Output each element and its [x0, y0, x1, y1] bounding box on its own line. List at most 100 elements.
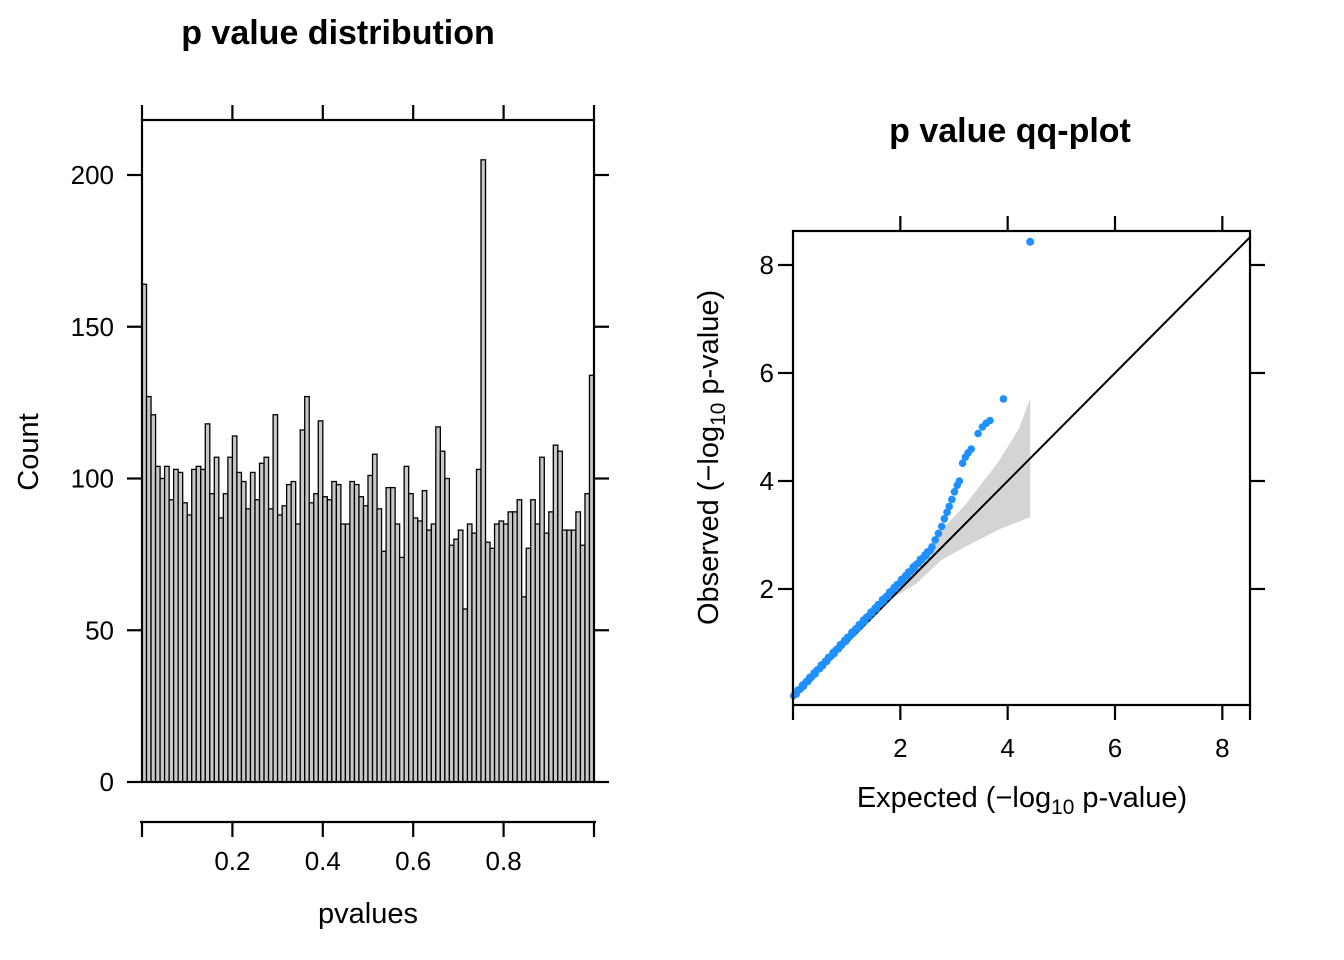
histogram-bar	[412, 517, 419, 783]
histogram-bar	[145, 395, 152, 783]
qq-xaxis-title-rest: p-value)	[1074, 782, 1188, 814]
histogram-bar	[475, 468, 482, 783]
histogram-bar	[349, 480, 356, 783]
histogram-bar	[326, 499, 333, 783]
histogram-bar	[493, 523, 500, 783]
histogram-bar	[240, 480, 247, 783]
histogram-bar	[439, 450, 446, 783]
histogram-ytick-label: 150	[71, 312, 114, 342]
histogram-bar	[534, 523, 541, 783]
histogram-bar	[204, 423, 211, 783]
histogram-xtick-label: 0.4	[305, 846, 341, 876]
histogram-bar	[489, 547, 496, 783]
histogram-bar	[525, 547, 532, 783]
histogram-bar	[191, 468, 197, 783]
histogram-bar	[448, 544, 455, 783]
histogram-bar	[498, 520, 505, 783]
histogram-bar	[430, 523, 437, 783]
histogram-title: p value distribution	[181, 14, 495, 52]
histogram-bar	[236, 471, 243, 783]
histogram-bar	[471, 532, 478, 783]
histogram-bar	[552, 444, 559, 783]
histogram-bar	[484, 541, 491, 783]
histogram-bar	[159, 477, 166, 783]
histogram-bar	[566, 529, 573, 783]
histogram-bar	[285, 483, 292, 783]
histogram-bar	[570, 529, 577, 783]
histogram-bar	[376, 508, 383, 783]
qq-ytick-label: 4	[760, 466, 774, 496]
histogram-bar	[530, 499, 536, 783]
histogram-bar	[385, 486, 392, 783]
qq-point	[948, 495, 956, 504]
histogram-bar	[299, 429, 306, 783]
histogram-bar	[313, 493, 319, 783]
histogram-bar	[272, 414, 279, 783]
qq-point	[958, 459, 967, 468]
histogram-yaxis-title: Count	[13, 413, 45, 491]
histogram-bar	[200, 468, 206, 783]
qq-point	[943, 508, 951, 517]
histogram-ytick-label: 100	[71, 464, 114, 494]
histogram-bar	[521, 596, 527, 783]
histogram-ytick-label: 0	[100, 767, 114, 797]
histogram-bar	[398, 556, 405, 783]
histogram-bar	[209, 493, 215, 783]
histogram-bar	[358, 496, 365, 783]
qq-point	[937, 522, 946, 531]
histogram-bar	[421, 489, 428, 783]
histogram-bar	[168, 499, 175, 783]
histogram-xtick-label: 0.8	[486, 846, 522, 876]
histogram-bar	[380, 550, 387, 783]
histogram-bar	[231, 435, 238, 783]
qq-xtick-label: 2	[893, 733, 907, 763]
histogram-bar	[258, 462, 265, 783]
qq-xaxis-title-sub: 10	[1051, 795, 1075, 819]
histogram-bar	[263, 456, 270, 783]
histogram-bar	[222, 493, 229, 783]
histogram-bar	[344, 523, 351, 783]
histogram-bar	[195, 465, 202, 783]
histogram-bar	[403, 465, 410, 783]
qq-xaxis-title-text: Expected (−log	[856, 782, 1052, 814]
histogram-bar	[426, 529, 432, 783]
histogram-bar	[539, 456, 545, 783]
qq-point	[931, 536, 939, 544]
histogram-bar	[511, 511, 518, 783]
histogram-bar	[276, 514, 283, 783]
histogram-bar	[516, 499, 523, 783]
qq-xtick-label: 6	[1108, 733, 1122, 763]
histogram-bar	[245, 508, 252, 783]
qq-point	[967, 445, 975, 453]
qq-ytick-label: 2	[760, 574, 774, 604]
histogram-bar	[457, 529, 464, 783]
histogram-bar	[561, 529, 568, 783]
histogram-plot-box	[140, 118, 596, 784]
histogram-bar	[340, 523, 347, 783]
histogram-bar	[227, 456, 234, 783]
qq-plot-box	[791, 229, 1252, 707]
qq-ytick-label: 6	[760, 358, 774, 388]
histogram-bar	[408, 493, 414, 783]
qq-point	[955, 477, 964, 485]
histogram-bar	[353, 483, 360, 783]
histogram-bar	[367, 474, 374, 783]
histogram-bar	[548, 511, 554, 783]
histogram-bar	[267, 508, 274, 783]
histogram-bar	[335, 483, 342, 783]
qq-xaxis-title: Expected (−log10 p-value)	[822, 782, 1222, 820]
histogram-ytick-label: 200	[71, 160, 114, 190]
qq-point	[945, 502, 953, 511]
qq-point	[928, 543, 936, 551]
histogram-bar	[362, 505, 369, 783]
histogram-bar	[304, 395, 310, 783]
qq-yaxis-title-text: Observed (−log	[693, 425, 725, 625]
qq-point	[974, 429, 982, 438]
histogram-bar	[371, 453, 378, 783]
qq-ytick-label: 8	[760, 250, 774, 280]
qq-yaxis-title-rest: p-value)	[693, 289, 725, 403]
qq-point	[950, 488, 959, 496]
histogram-bar	[213, 456, 220, 783]
